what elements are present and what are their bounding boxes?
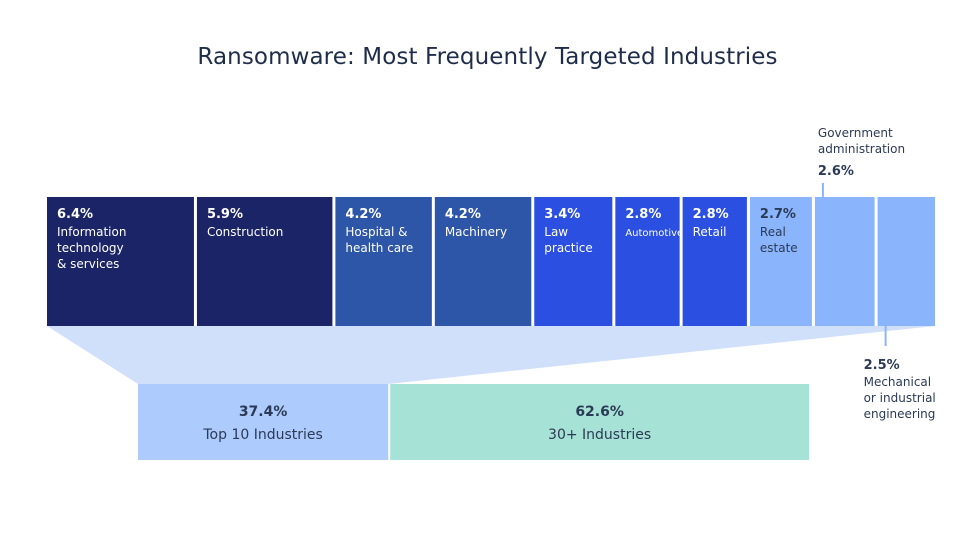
industry-tile-rect — [749, 197, 812, 326]
industry-name-label: technology — [57, 241, 124, 255]
industry-tile-rect — [615, 197, 680, 326]
industry-tile-rect — [196, 197, 333, 326]
industry-value-label: 4.2% — [445, 207, 481, 222]
summary-bar-rect — [138, 384, 389, 460]
callout-name-label: Government — [818, 126, 893, 140]
industry-tile-law-practice: 3.4% Law practice — [534, 197, 613, 326]
industry-tile-automotive: 2.8% Automotive — [615, 197, 683, 326]
industry-name-label: Machinery — [445, 225, 507, 239]
industry-name-label: & services — [57, 257, 119, 271]
industry-name-label: estate — [760, 241, 798, 255]
industry-value-label: 4.2% — [345, 207, 381, 222]
industry-value-label: 3.4% — [544, 207, 580, 222]
industry-tile-real-estate: 2.7% Real estate — [749, 197, 812, 326]
callout-government-administration: Government administration 2.6% — [818, 126, 905, 197]
industry-tile-government-administration — [814, 197, 875, 326]
industry-tile-hospital-health-care: 4.2% Hospital & health care — [335, 197, 432, 326]
industry-tile-rect — [335, 197, 432, 326]
industry-name-label: Law — [544, 225, 568, 239]
industry-name-label: practice — [544, 241, 593, 255]
summary-bar-30-industries: 62.6% 30+ Industries — [390, 384, 809, 460]
industry-tile-information-technology-services: 6.4% Information technology & services — [47, 197, 194, 326]
chart-title: Ransomware: Most Frequently Targeted Ind… — [197, 44, 778, 70]
industry-tile-mechanical-or-industrial-engineering — [877, 197, 935, 326]
industry-value-label: 5.9% — [207, 207, 243, 222]
callout-value-label: 2.6% — [818, 164, 854, 179]
industry-tile-rect — [877, 197, 935, 326]
industry-tile-rect — [814, 197, 875, 326]
summary-value-label: 62.6% — [575, 404, 624, 420]
industry-tile-rect — [534, 197, 613, 326]
summary-name-label: Top 10 Industries — [202, 427, 322, 443]
industry-tile-rect — [434, 197, 532, 326]
industry-value-label: 2.7% — [760, 207, 796, 222]
summary-bar-rect — [390, 384, 809, 460]
industry-name-label: Retail — [693, 225, 727, 239]
summary-name-label: 30+ Industries — [548, 427, 651, 443]
industry-value-label: 6.4% — [57, 207, 93, 222]
funnel-connector — [47, 326, 935, 384]
industry-name-label: Information — [57, 225, 126, 239]
callout-name-label: Mechanical — [864, 375, 932, 389]
industry-tile-retail: 2.8% Retail — [682, 197, 747, 326]
summary-bar-top-10-industries: 37.4% Top 10 Industries — [138, 384, 389, 460]
callout-mechanical-or-industrial-engineering: 2.5% Mechanical or industrial engineering — [864, 326, 936, 421]
industry-name-label: Hospital & — [345, 225, 407, 239]
industry-name-label: Real — [760, 225, 786, 239]
callout-name-label: administration — [818, 142, 905, 156]
industry-name-label: health care — [345, 241, 413, 255]
industry-value-label: 2.8% — [693, 207, 729, 222]
callout-name-label: or industrial — [864, 391, 936, 405]
industry-value-label: 2.8% — [625, 207, 661, 222]
industry-tile-machinery: 4.2% Machinery — [434, 197, 532, 326]
summary-value-label: 37.4% — [239, 404, 288, 420]
industry-name-label: Automotive — [625, 228, 683, 239]
callout-value-label: 2.5% — [864, 358, 900, 373]
industry-tile-rect — [47, 197, 194, 326]
industry-tile-rect — [682, 197, 747, 326]
industry-name-label: Construction — [207, 225, 283, 239]
industry-tile-construction: 5.9% Construction — [196, 197, 333, 326]
callout-name-label: engineering — [864, 407, 936, 421]
